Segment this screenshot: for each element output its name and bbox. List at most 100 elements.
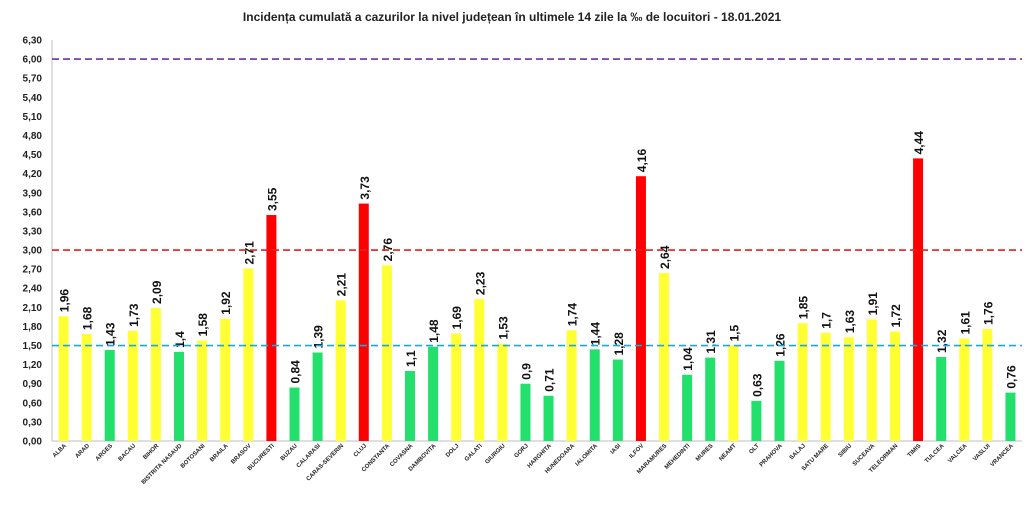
category-label: IASI [610, 443, 623, 456]
data-label: 0,71 [543, 368, 557, 392]
y-tick-label: 0,00 [23, 437, 43, 448]
category-label: MURES [695, 443, 715, 463]
data-label: 1,53 [496, 316, 510, 340]
y-tick-label: 5,40 [23, 93, 43, 104]
data-label: 1,73 [127, 303, 141, 327]
y-tick-label: 5,10 [23, 112, 43, 123]
category-label: ILFOV [629, 443, 646, 460]
bar [866, 319, 877, 441]
bar [428, 346, 439, 441]
data-label: 1,7 [820, 312, 834, 329]
bar [774, 360, 785, 441]
bar [451, 333, 462, 441]
bar [659, 272, 670, 441]
data-label: 1,5 [727, 325, 741, 342]
y-tick-label: 6,30 [23, 36, 43, 47]
y-tick-label: 3,00 [23, 246, 43, 257]
category-label: BRAILA [209, 443, 230, 464]
bar [959, 338, 970, 441]
category-label: VASLUI [972, 443, 992, 463]
category-label: GALATI [464, 443, 484, 463]
y-tick-label: 2,10 [23, 303, 43, 314]
bar [150, 307, 161, 441]
bar [705, 357, 716, 441]
data-label: 4,44 [912, 131, 926, 155]
y-tick-label: 1,50 [23, 341, 43, 352]
data-label: 2,09 [150, 280, 164, 304]
y-tick-label: 5,70 [23, 74, 43, 85]
bar [797, 323, 808, 441]
y-tick-label: 1,20 [23, 360, 43, 371]
bar [104, 349, 115, 441]
chart-title: Incidența cumulată a cazurilor la nivel … [242, 10, 782, 24]
category-label: BIHOR [142, 443, 160, 461]
data-label: 1,58 [196, 313, 210, 337]
category-label: IALOMITA [575, 443, 600, 468]
y-tick-label: 4,50 [23, 150, 43, 161]
bar [220, 318, 231, 441]
category-label: SIBIU [838, 443, 854, 459]
data-label: 2,21 [335, 273, 349, 297]
category-label: BACAU [118, 443, 138, 463]
bar [820, 332, 831, 441]
bar [243, 268, 254, 441]
bar [497, 343, 508, 441]
data-label: 1,28 [612, 332, 626, 356]
bar [913, 158, 924, 441]
category-label: NEAMT [718, 443, 738, 463]
category-label: BUZAU [280, 443, 299, 462]
y-tick-label: 0,30 [23, 417, 43, 428]
data-label: 1,4 [173, 331, 187, 348]
y-tick-label: 3,30 [23, 226, 43, 237]
data-label: 1,43 [104, 322, 118, 346]
data-label: 1,92 [219, 291, 233, 315]
bar [543, 395, 554, 441]
bar [358, 203, 369, 441]
data-label: 1,63 [843, 310, 857, 334]
y-tick-label: 2,70 [23, 265, 43, 276]
data-label: 0,84 [289, 360, 303, 384]
data-label: 1,68 [81, 306, 95, 330]
y-tick-label: 0,90 [23, 379, 43, 390]
data-label: 1,76 [981, 301, 995, 325]
bar [589, 349, 600, 441]
category-label: BOTOSANI [180, 443, 207, 470]
data-label: 2,23 [473, 271, 487, 295]
bar [982, 328, 993, 441]
bar [612, 359, 623, 441]
data-label: 1,69 [450, 306, 464, 330]
category-label: DOLJ [445, 443, 461, 459]
data-label: 0,76 [1004, 365, 1018, 389]
bar [81, 334, 92, 441]
data-label: 1,04 [681, 347, 695, 371]
bar [174, 351, 185, 441]
bar [936, 356, 947, 441]
bar [474, 299, 485, 441]
data-label: 0,9 [519, 363, 533, 380]
category-label: GORJ [514, 443, 530, 459]
data-label: 2,71 [242, 241, 256, 265]
y-tick-label: 4,80 [23, 131, 43, 142]
category-label: ARGES [95, 443, 114, 462]
data-label: 1,1 [404, 350, 418, 367]
bar [335, 300, 346, 441]
data-label: 3,55 [265, 187, 279, 211]
y-tick-label: 3,60 [23, 207, 43, 218]
data-label: 4,16 [635, 149, 649, 173]
data-label: 1,31 [704, 330, 718, 354]
data-label: 1,61 [958, 311, 972, 335]
bar [843, 337, 854, 441]
data-label: 0,63 [750, 373, 764, 397]
bar [889, 331, 900, 441]
category-label: SALAJ [789, 443, 807, 461]
category-label: CLUJ [353, 443, 368, 458]
category-label: BRASOV [230, 443, 252, 465]
category-label: VALCEA [947, 443, 969, 465]
category-label: TIMIS [907, 443, 923, 459]
bar [58, 316, 69, 441]
bar [635, 176, 646, 441]
bar [127, 330, 138, 441]
category-label: ALBA [52, 443, 68, 459]
bar [381, 265, 392, 441]
